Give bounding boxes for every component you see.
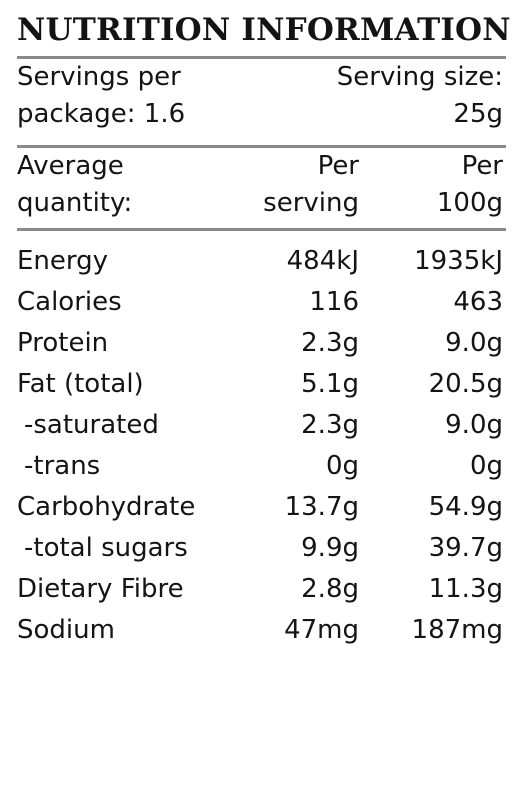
nutrient-label: Calories xyxy=(17,287,122,317)
nutrient-row: Carbohydrate 13.7g 54.9g xyxy=(0,490,518,531)
per-serving-value: 5.1g xyxy=(301,369,359,399)
per-100g-value: 20.5g xyxy=(428,369,503,399)
nutrient-row: -total sugars 9.9g 39.7g xyxy=(0,531,518,572)
panel-title: NUTRITION INFORMATION xyxy=(17,12,511,48)
nutrient-label: Protein xyxy=(17,328,109,358)
per-serving-header-line2: serving xyxy=(263,188,359,218)
nutrient-label: Dietary Fibre xyxy=(17,574,184,604)
per-100g-value: 39.7g xyxy=(428,533,503,563)
per-100g-value: 54.9g xyxy=(428,492,503,522)
servings-per-package-line2: package: 1.6 xyxy=(17,99,186,129)
average-quantity-line1: Average xyxy=(17,151,124,181)
divider-servings xyxy=(17,145,506,148)
per-serving-value: 484kJ xyxy=(286,246,359,276)
nutrient-label: -saturated xyxy=(24,410,159,440)
divider-top xyxy=(17,56,506,59)
serving-size-line2: 25g xyxy=(453,99,503,129)
serving-size-line1: Serving size: xyxy=(336,62,503,92)
divider-header xyxy=(17,228,506,231)
nutrient-label: Sodium xyxy=(17,615,115,645)
per-100g-value: 463 xyxy=(453,287,503,317)
nutrient-label: Carbohydrate xyxy=(17,492,196,522)
per-serving-value: 2.3g xyxy=(301,410,359,440)
nutrient-label: Energy xyxy=(17,246,109,276)
average-quantity-line2: quantity: xyxy=(17,188,133,218)
per-serving-value: 13.7g xyxy=(284,492,359,522)
nutrient-row: Sodium 47mg 187mg xyxy=(0,613,518,654)
nutrient-row: Protein 2.3g 9.0g xyxy=(0,326,518,367)
nutrient-row: Dietary Fibre 2.8g 11.3g xyxy=(0,572,518,613)
per-100g-value: 0g xyxy=(469,451,503,481)
nutrient-label: -trans xyxy=(24,451,101,481)
per-serving-value: 0g xyxy=(325,451,359,481)
per-100g-value: 11.3g xyxy=(428,574,503,604)
nutrient-row: Calories 116 463 xyxy=(0,285,518,326)
servings-per-package-line1: Servings per xyxy=(17,62,181,92)
per-100g-value: 187mg xyxy=(411,615,503,645)
per-serving-value: 2.8g xyxy=(301,574,359,604)
per-100g-value: 9.0g xyxy=(445,410,503,440)
per-serving-value: 2.3g xyxy=(301,328,359,358)
per-100g-value: 1935kJ xyxy=(414,246,503,276)
per-100g-value: 9.0g xyxy=(445,328,503,358)
nutrient-label: Fat (total) xyxy=(17,369,144,399)
per-serving-value: 116 xyxy=(309,287,359,317)
nutrient-row: -saturated 2.3g 9.0g xyxy=(0,408,518,449)
per-serving-value: 9.9g xyxy=(301,533,359,563)
per-serving-value: 47mg xyxy=(284,615,359,645)
nutrient-row: Fat (total) 5.1g 20.5g xyxy=(0,367,518,408)
nutrient-label: -total sugars xyxy=(24,533,188,563)
nutrient-row: -trans 0g 0g xyxy=(0,449,518,490)
per-serving-header-line1: Per xyxy=(317,151,359,181)
per-100g-header-line1: Per xyxy=(461,151,503,181)
nutrient-row: Energy 484kJ 1935kJ xyxy=(0,244,518,285)
per-100g-header-line2: 100g xyxy=(436,188,503,218)
